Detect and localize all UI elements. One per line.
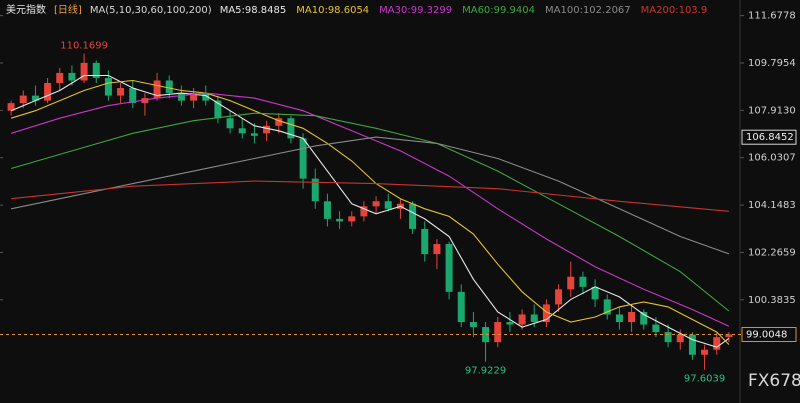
period: [日线] [54, 3, 82, 16]
candle-body [323, 201, 331, 219]
reference-price-box [741, 129, 797, 145]
candle-body [153, 80, 161, 99]
price-annotation: 110.1699 [60, 41, 108, 52]
candle-body [117, 88, 125, 96]
ma-line [11, 180, 729, 212]
candle-body [421, 228, 429, 255]
candle-body [615, 314, 623, 323]
candle-body [518, 314, 526, 325]
candle-body [567, 276, 575, 290]
candle-body [409, 203, 417, 229]
candle-body [701, 349, 709, 355]
y-tick-label: 107.9130 [748, 105, 796, 116]
candle-body [238, 128, 246, 134]
candle-body [713, 337, 721, 350]
ma-line [10, 74, 730, 348]
candle-body [542, 304, 550, 323]
legend-entry: MA5:98.8485 [220, 5, 287, 16]
candle-body [177, 93, 185, 101]
candle-body [19, 95, 27, 104]
candle-body [360, 206, 368, 217]
candle-body [56, 72, 64, 83]
candle-body [250, 133, 258, 136]
current-price-label: 99.0048 [746, 329, 787, 340]
candle-body [263, 125, 271, 134]
candle-body [433, 244, 441, 255]
candle-body [676, 334, 684, 343]
candle-body [494, 322, 502, 343]
candle-body [92, 62, 100, 78]
candle-body [640, 311, 648, 325]
candle-body [688, 334, 696, 355]
candle-body [628, 311, 636, 323]
candle-body [348, 216, 356, 222]
legend-entry: MA60:99.9404 [462, 5, 535, 16]
legend-entry: MA200:103.9 [641, 5, 708, 16]
candle-body [372, 201, 380, 207]
candle-body [530, 314, 538, 323]
candle-body [457, 291, 465, 323]
candle-body [336, 218, 344, 222]
candle-body [445, 244, 453, 292]
candle-body [165, 80, 173, 94]
y-tick-label: 100.3835 [748, 295, 796, 306]
candle-body [214, 100, 222, 119]
current-price-box [741, 326, 797, 342]
ma-line [10, 92, 730, 327]
legend-entry: MA10:98.6054 [296, 5, 369, 16]
candle-body [7, 103, 15, 111]
candle-body [299, 138, 307, 179]
candle-body [482, 327, 490, 343]
candle-body [603, 299, 611, 315]
candle-body [555, 289, 563, 305]
price-annotation: 97.9229 [465, 366, 506, 377]
candle-body [591, 286, 599, 300]
candle-body [579, 276, 587, 287]
watermark: FX678 [748, 371, 800, 391]
candle-body [129, 88, 137, 104]
price-annotation: 97.6039 [684, 374, 725, 385]
candle-body [287, 118, 295, 139]
y-tick-label: 111.6778 [748, 11, 796, 22]
indicator: MA(5,10,30,60,100,200) [90, 5, 212, 16]
ma-line [10, 112, 730, 312]
y-tick-label: 102.2659 [748, 247, 796, 258]
candle-body [190, 93, 198, 101]
candle-body [469, 322, 477, 328]
header: 美元指数 [日线] MA(5,10,30,60,100,200) MA5:98.… [6, 3, 707, 16]
ma-line [10, 136, 730, 255]
candle-body [31, 95, 39, 101]
candle-body [725, 334, 733, 338]
candle-body [202, 93, 210, 101]
y-tick-label: 106.0307 [748, 153, 796, 164]
candle-body [104, 77, 112, 96]
legend-entry: MA30:99.3299 [379, 5, 452, 16]
candle-body [141, 98, 149, 104]
candle-body [311, 178, 319, 202]
candle-body [664, 332, 672, 343]
candle-body [652, 324, 660, 333]
y-tick-label: 104.1483 [748, 200, 796, 211]
y-tick-label: 109.7954 [748, 58, 796, 69]
candle-body [44, 83, 52, 101]
candle-body [226, 118, 234, 129]
candle-body [506, 322, 514, 325]
candle-body [68, 72, 76, 81]
legend-entry: MA100:102.2067 [545, 5, 631, 16]
candle-body [275, 118, 283, 126]
chart-title: 美元指数 [6, 3, 46, 16]
candle-body [384, 201, 392, 209]
reference-price-label: 106.8452 [746, 132, 794, 143]
candle-body [80, 62, 88, 81]
